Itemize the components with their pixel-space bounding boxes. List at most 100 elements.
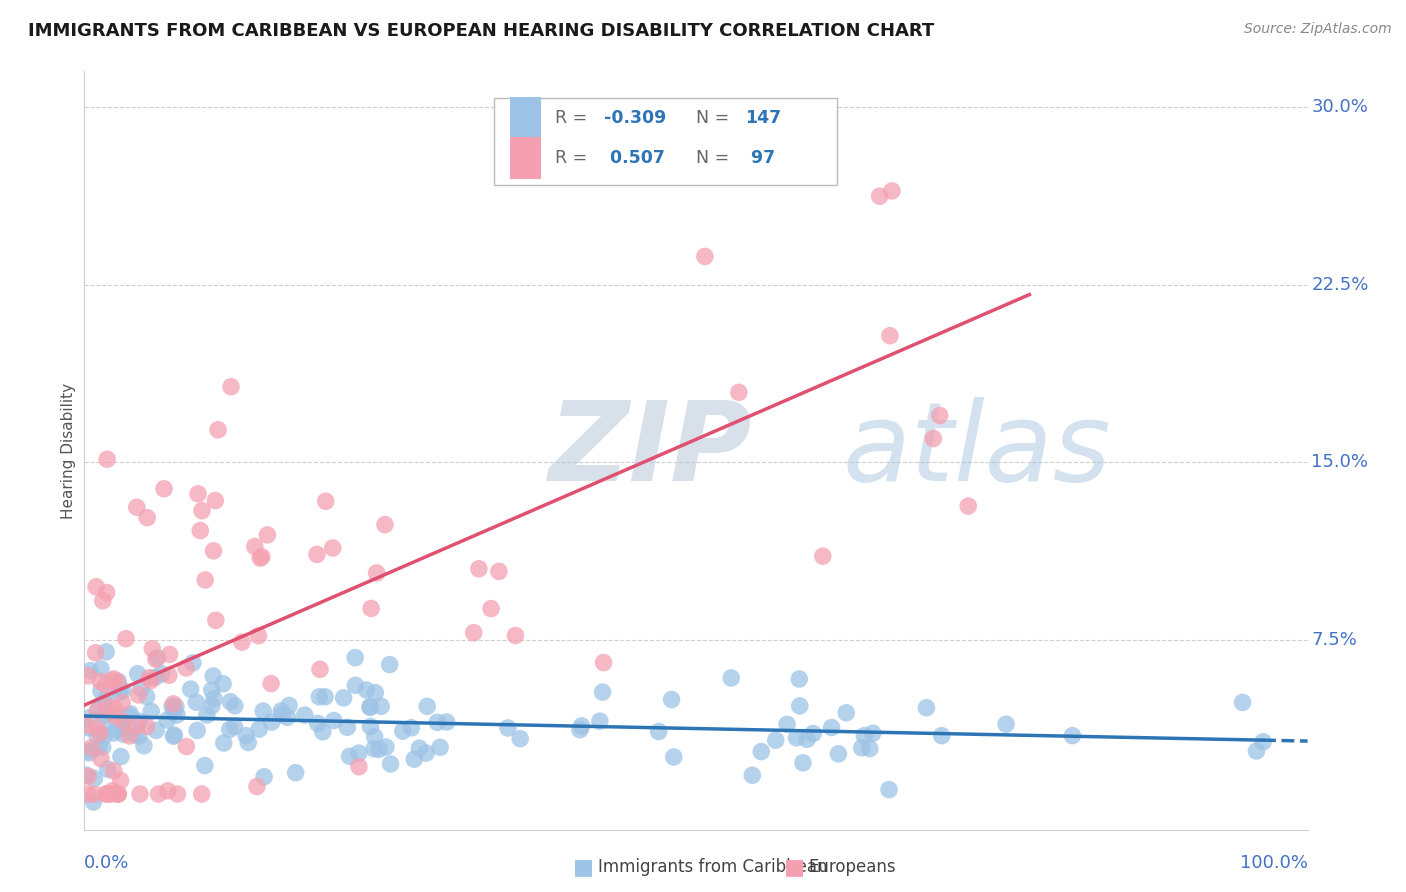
Point xyxy=(100,787,122,801)
Point xyxy=(309,662,332,676)
Point xyxy=(488,565,510,579)
Point xyxy=(322,714,344,728)
Point xyxy=(426,715,449,730)
Point xyxy=(218,723,240,737)
Point xyxy=(312,724,335,739)
Point xyxy=(360,601,382,615)
Point xyxy=(284,765,307,780)
Text: 7.5%: 7.5% xyxy=(1312,631,1357,649)
Point xyxy=(128,714,150,729)
Text: atlas: atlas xyxy=(842,397,1111,504)
Point xyxy=(163,728,186,742)
Point xyxy=(366,566,388,580)
Point xyxy=(796,732,818,747)
Point xyxy=(86,721,108,735)
Text: 30.0%: 30.0% xyxy=(1312,98,1368,116)
Point xyxy=(80,744,103,758)
Point xyxy=(87,739,110,754)
Point xyxy=(77,711,100,725)
Point xyxy=(219,380,242,394)
Point xyxy=(368,742,391,756)
Point xyxy=(496,721,519,735)
Point xyxy=(1246,744,1268,758)
Point xyxy=(202,691,225,706)
Point xyxy=(187,487,209,501)
Point xyxy=(801,726,824,740)
Point xyxy=(374,517,396,532)
FancyBboxPatch shape xyxy=(494,98,837,186)
Point xyxy=(108,711,131,725)
Point xyxy=(83,787,105,801)
Point xyxy=(339,749,361,764)
Text: 15.0%: 15.0% xyxy=(1312,453,1368,471)
Point xyxy=(143,670,166,684)
Point xyxy=(150,666,173,681)
Point xyxy=(195,708,218,723)
Point xyxy=(922,432,945,446)
Point xyxy=(479,601,502,615)
Point xyxy=(136,510,159,524)
Point xyxy=(820,721,842,735)
Point xyxy=(995,717,1018,731)
Point xyxy=(308,690,330,704)
Point xyxy=(94,787,117,801)
Point xyxy=(401,721,423,735)
Point xyxy=(135,690,157,704)
Point xyxy=(322,541,344,555)
Point xyxy=(76,787,98,801)
Point xyxy=(212,677,235,691)
Point xyxy=(111,715,134,730)
FancyBboxPatch shape xyxy=(510,137,541,179)
Point xyxy=(115,632,138,646)
Point xyxy=(278,698,301,713)
Point xyxy=(118,708,141,723)
Point xyxy=(107,787,129,801)
Point xyxy=(76,721,98,735)
Point xyxy=(224,719,246,733)
Point xyxy=(344,650,367,665)
Point xyxy=(125,719,148,733)
Point xyxy=(720,671,742,685)
Point xyxy=(80,740,103,755)
Point xyxy=(212,736,235,750)
Point xyxy=(260,714,283,729)
Point xyxy=(252,704,274,718)
Point xyxy=(145,652,167,666)
Point xyxy=(364,685,387,699)
Point xyxy=(363,741,385,756)
Point xyxy=(207,423,229,437)
Point xyxy=(162,697,184,711)
Point xyxy=(141,704,163,718)
Point xyxy=(79,664,101,678)
Point xyxy=(103,672,125,686)
Point xyxy=(347,760,370,774)
Point xyxy=(347,746,370,760)
Point xyxy=(135,719,157,733)
Point xyxy=(787,672,810,686)
Point xyxy=(789,698,811,713)
Point xyxy=(105,675,128,690)
Point xyxy=(404,752,426,766)
Point xyxy=(827,747,849,761)
Point xyxy=(90,752,112,766)
Point xyxy=(176,739,198,754)
Point xyxy=(84,580,107,594)
Point xyxy=(75,718,97,732)
Point xyxy=(647,724,669,739)
Point xyxy=(1232,695,1254,709)
Point xyxy=(571,719,593,733)
Point xyxy=(661,692,683,706)
Point xyxy=(811,549,834,563)
Point xyxy=(201,698,224,713)
Text: 22.5%: 22.5% xyxy=(1312,276,1368,293)
Point xyxy=(83,772,105,786)
Point xyxy=(186,723,208,738)
Point xyxy=(877,782,900,797)
Point xyxy=(463,625,485,640)
Point xyxy=(129,681,152,695)
Text: IMMIGRANTS FROM CARIBBEAN VS EUROPEAN HEARING DISABILITY CORRELATION CHART: IMMIGRANTS FROM CARIBBEAN VS EUROPEAN HE… xyxy=(28,22,935,40)
FancyBboxPatch shape xyxy=(510,97,541,139)
Point xyxy=(231,635,253,649)
Point xyxy=(391,724,413,739)
Point xyxy=(869,189,891,203)
